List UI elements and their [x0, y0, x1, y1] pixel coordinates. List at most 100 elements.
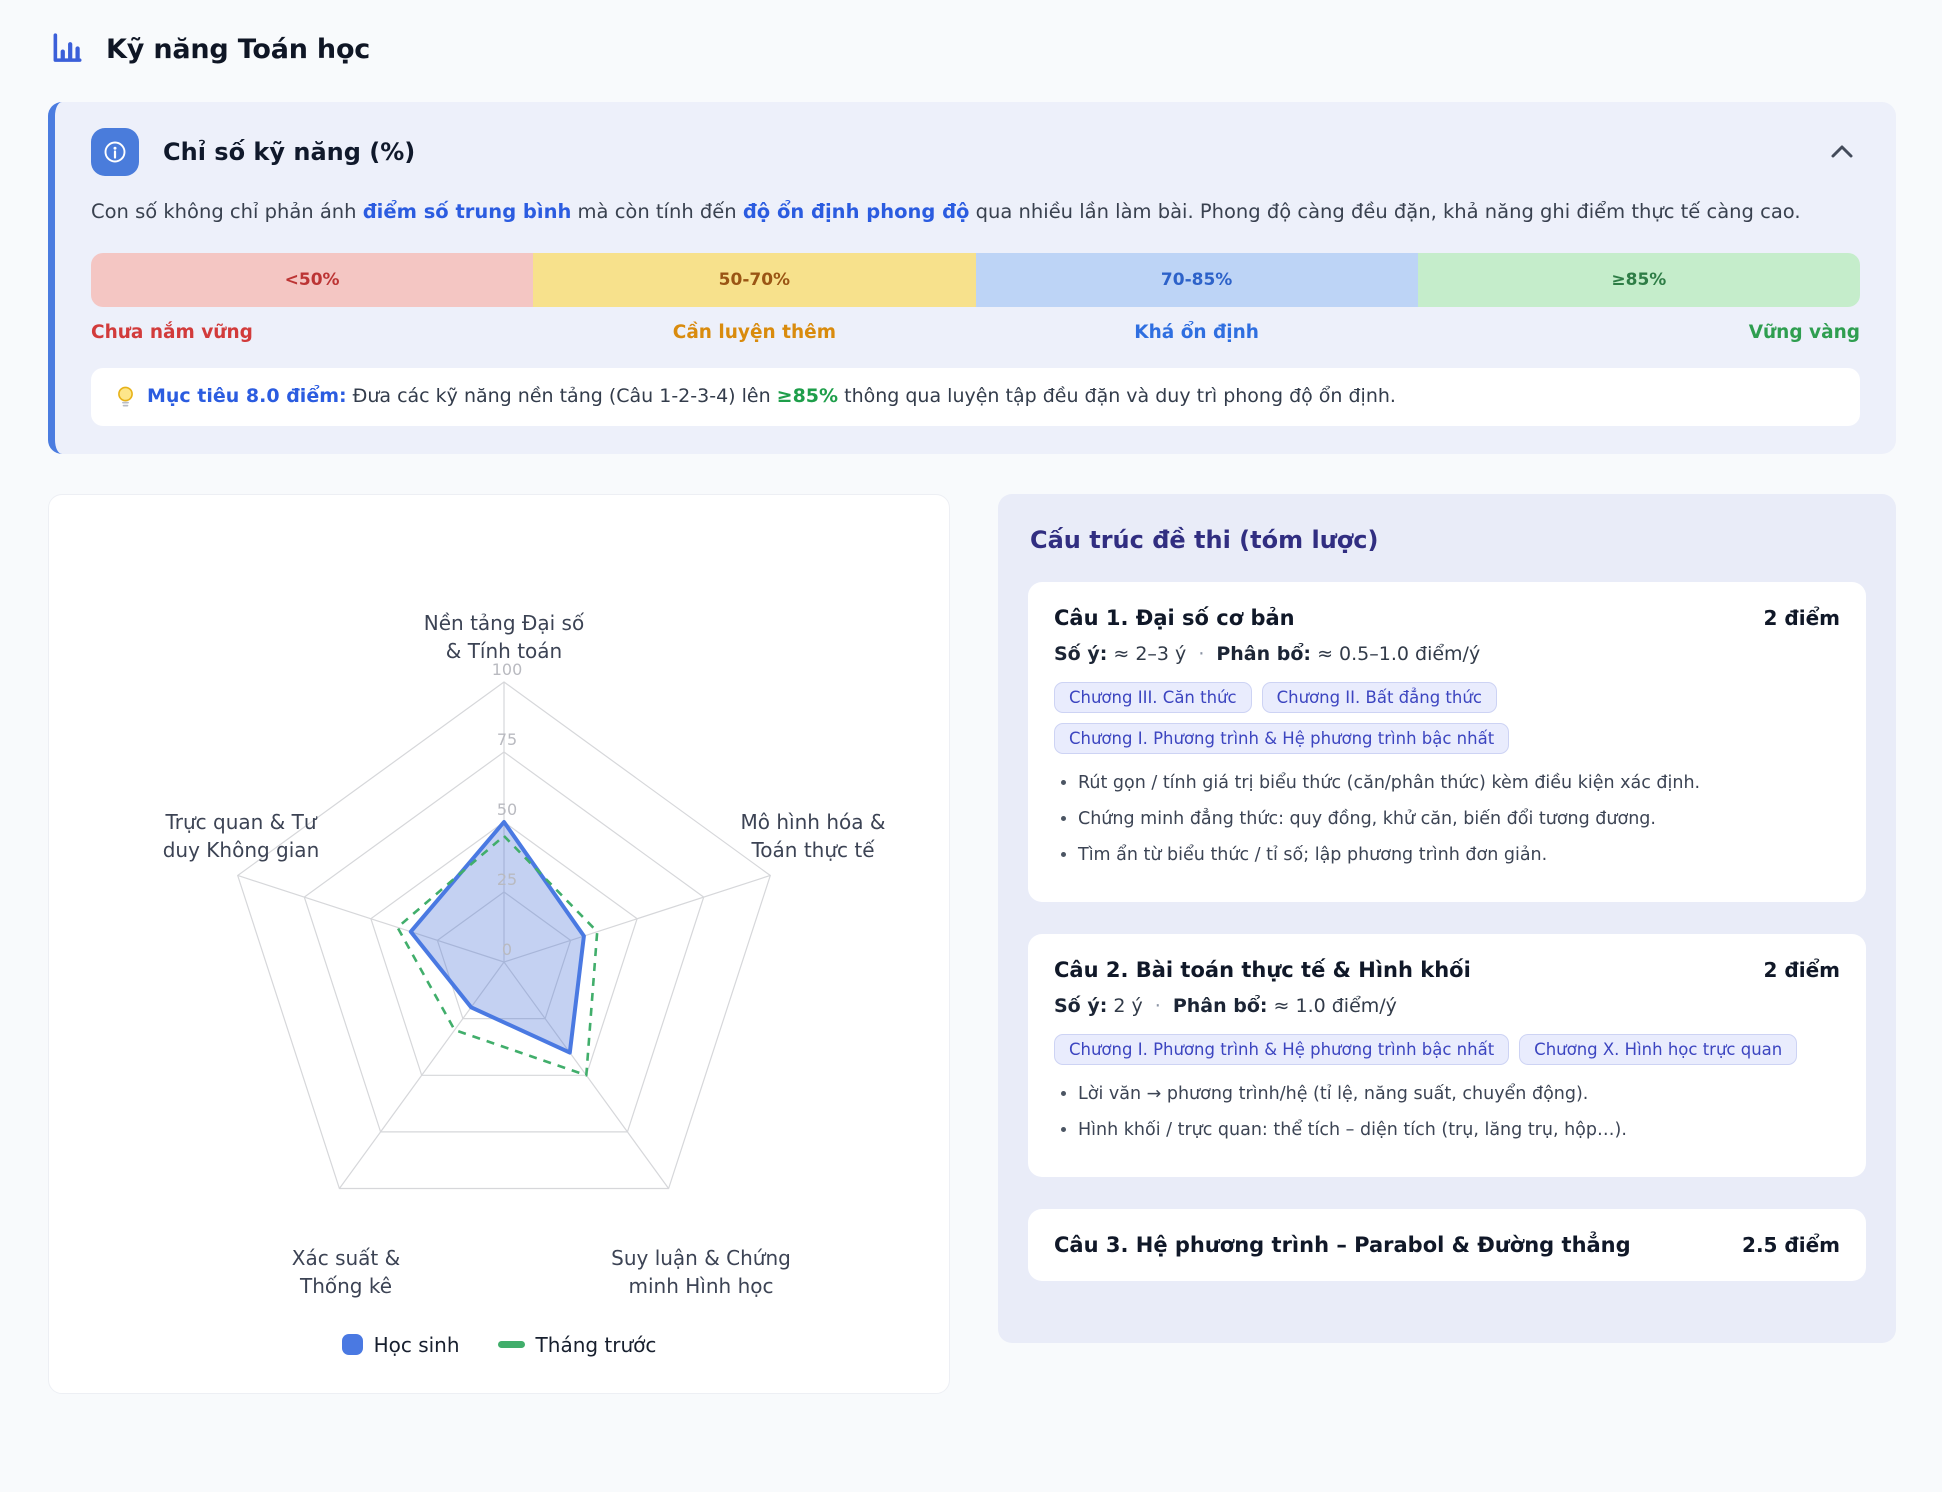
exam-card-bullets: Rút gọn / tính giá trị biểu thức (căn/ph… [1078, 770, 1840, 869]
exam-structure-panel: Cấu trúc đề thi (tóm lược) Câu 1. Đại số… [998, 493, 1896, 1344]
radar-series-previous [396, 834, 599, 1077]
skill-scale-bar: <50% 50-70% 70-85% ≥85% [91, 253, 1860, 308]
legend-label: Tháng trước [535, 1332, 657, 1357]
radar-card: 0 25 50 75 100 Nền tảng Đại số & Tính toán Mô h… [48, 493, 950, 1394]
bullet-item: Chứng minh đẳng thức: quy đồng, khử căn,… [1078, 806, 1840, 833]
exam-panel-title: Cấu trúc đề thi (tóm lược) [1030, 525, 1379, 554]
radar-axis-label: Xác suất & Thống kê [292, 1246, 400, 1298]
exam-card-bullets: Lời văn → phương trình/hệ (tỉ lệ, năng s… [1078, 1081, 1840, 1144]
legend-label: Học sinh [373, 1332, 460, 1357]
radar-spoke [503, 874, 771, 963]
exam-card-header: Câu 2. Bài toán thực tế & Hình khối 2 điể… [1054, 958, 1840, 982]
panel-description: Con số không chỉ phản ánh điểm số trung … [91, 196, 1860, 227]
exam-card-title: Câu 3. Hệ phương trình – Parabol & Đường… [1054, 1233, 1631, 1258]
text-run: Mục tiêu 8.0 điểm: [147, 385, 347, 408]
chapter-chip[interactable]: Chương I. Phương trình & Hệ phương trình… [1054, 722, 1510, 754]
meta-separator: · [1154, 995, 1161, 1018]
content-columns: 0 25 50 75 100 Nền tảng Đại số & Tính toán Mô h… [48, 493, 1896, 1394]
radar-legend: Học sinh Tháng trước [341, 1332, 657, 1357]
exam-card: Câu 3. Hệ phương trình – Parabol & Đường… [1028, 1209, 1866, 1282]
radar-chart: 0 25 50 75 100 Nền tảng Đại số & Tính toán Mô h… [49, 495, 949, 1317]
scale-segment: 70-85% [975, 253, 1418, 308]
panel-header: Chỉ số kỹ năng (%) [91, 128, 1860, 176]
meta-separator: · [1198, 642, 1205, 665]
exam-card-points: 2 điểm [1763, 605, 1840, 630]
radar-axis-label: Trực quan & Tư duy Không gian [163, 810, 320, 862]
info-icon [91, 128, 139, 176]
meta-value: ≈ 2–3 ý [1107, 642, 1187, 665]
radar-axis-label: Nền tảng Đại số & Tính toán [424, 611, 585, 663]
scale-segment-label: Cần luyện thêm [672, 322, 836, 344]
exam-card-chips: Chương I. Phương trình & Hệ phương trình… [1054, 1034, 1840, 1066]
text-run: mà còn tính đến [571, 200, 743, 223]
radar-series-student [408, 819, 586, 1055]
exam-card-chips: Chương III. Căn thức Chương II. Bất đẳng … [1054, 681, 1840, 754]
bullet-item: Hình khối / trực quan: thể tích – diện t… [1078, 1117, 1840, 1144]
radar-spoke [338, 961, 505, 1189]
meta-value: ≈ 1.0 điểm/ý [1267, 995, 1397, 1018]
radar-grid-ring [303, 750, 705, 1133]
radar-axis-label: Suy luận & Chứng minh Hình học [611, 1246, 791, 1298]
lightbulb-icon [115, 385, 136, 409]
page: Kỹ năng Toán học Chỉ số kỹ năng (%) Con … [0, 0, 1942, 1394]
radar-tick-label: 25 [497, 870, 517, 889]
radar-spoke [237, 874, 505, 963]
meta-value: ≈ 0.5–1.0 điểm/ý [1311, 642, 1481, 665]
text-run: qua nhiều lần làm bài. Phong độ càng đều… [969, 200, 1801, 223]
legend-item: Học sinh [341, 1332, 460, 1357]
skill-index-panel: Chỉ số kỹ năng (%) Con số không chỉ phản… [48, 102, 1896, 454]
bar-chart-icon [48, 30, 86, 68]
radar-grid-ring [436, 890, 572, 1019]
goal-text: Mục tiêu 8.0 điểm: Đưa các kỹ năng nền t… [147, 383, 1396, 411]
section-header: Kỹ năng Toán học [48, 30, 1896, 68]
bullet-item: Lời văn → phương trình/hệ (tỉ lệ, năng s… [1078, 1081, 1840, 1108]
radar-grid-ring [236, 680, 772, 1189]
meta-label: Phân bổ: [1172, 995, 1268, 1018]
text-run: ≥85% [776, 385, 839, 408]
exam-card-meta: Số ý: 2 ý · Phân bổ: ≈ 1.0 điểm/ý [1054, 995, 1840, 1017]
meta-label: Số ý: [1054, 995, 1108, 1018]
exam-card-header: Câu 1. Đại số cơ bản 2 điểm [1054, 606, 1840, 630]
scale-segment: 50-70% [533, 253, 976, 308]
exam-card-header: Câu 3. Hệ phương trình – Parabol & Đường… [1054, 1233, 1840, 1257]
text-run: điểm số trung bình [362, 200, 572, 223]
radar-tick-label: 0 [502, 940, 512, 959]
scale-segment-label: Chưa nắm vững [91, 322, 253, 344]
panel-title: Chỉ số kỹ năng (%) [163, 138, 416, 166]
exam-card-points: 2.5 điểm [1742, 1233, 1840, 1258]
scale-segment: <50% [91, 253, 534, 308]
exam-card-list: Câu 1. Đại số cơ bản 2 điểm Số ý: ≈ 2–3 ý ·… [1028, 581, 1866, 1282]
scale-segment-label: Vững vàng [1748, 322, 1860, 344]
bullet-item: Rút gọn / tính giá trị biểu thức (căn/ph… [1078, 770, 1840, 797]
radar-tick-label: 75 [497, 730, 517, 749]
exam-card-meta: Số ý: ≈ 2–3 ý · Phân bổ: ≈ 0.5–1.0 điểm/ý [1054, 643, 1840, 665]
exam-card: Câu 2. Bài toán thực tế & Hình khối 2 điể… [1028, 934, 1866, 1178]
skill-scale-labels: Chưa nắm vững Cần luyện thêm Khá ổn định Vữ… [91, 322, 1860, 343]
legend-item: Tháng trước [497, 1332, 657, 1357]
meta-label: Số ý: [1054, 642, 1108, 665]
meta-label: Phân bổ: [1216, 642, 1312, 665]
scale-segment-label: Khá ổn định [1134, 322, 1259, 344]
chapter-chip[interactable]: Chương I. Phương trình & Hệ phương trình… [1054, 1034, 1510, 1066]
text-run: độ ổn định phong độ [742, 200, 970, 223]
goal-note: Mục tiêu 8.0 điểm: Đưa các kỹ năng nền t… [91, 368, 1860, 426]
exam-card-title: Câu 1. Đại số cơ bản [1054, 605, 1295, 630]
exam-card: Câu 1. Đại số cơ bản 2 điểm Số ý: ≈ 2–3 ý ·… [1028, 581, 1866, 903]
radar-axis-label: Mô hình hóa & Toán thực tế [741, 810, 886, 862]
scale-segment: ≥85% [1417, 253, 1860, 308]
text-run: thông qua luyện tập đều đặn và duy trì p… [838, 385, 1396, 408]
chapter-chip[interactable]: Chương III. Căn thức [1054, 681, 1252, 713]
radar-grid-ring [370, 820, 638, 1076]
page-title: Kỹ năng Toán học [106, 33, 371, 65]
text-run: Con số không chỉ phản ánh [91, 200, 363, 223]
collapse-chevron-icon[interactable] [1824, 138, 1860, 167]
chapter-chip[interactable]: Chương II. Bất đẳng thức [1261, 681, 1497, 713]
chapter-chip[interactable]: Chương X. Hình học trực quan [1519, 1034, 1798, 1066]
meta-value: 2 ý [1107, 995, 1143, 1018]
exam-card-points: 2 điểm [1763, 958, 1840, 983]
legend-swatch-dash [497, 1341, 525, 1349]
radar-tick-label: 50 [497, 800, 517, 819]
exam-card-title: Câu 2. Bài toán thực tế & Hình khối [1054, 958, 1471, 983]
text-run: Đưa các kỹ năng nền tảng (Câu 1-2-3-4) l… [346, 385, 777, 408]
